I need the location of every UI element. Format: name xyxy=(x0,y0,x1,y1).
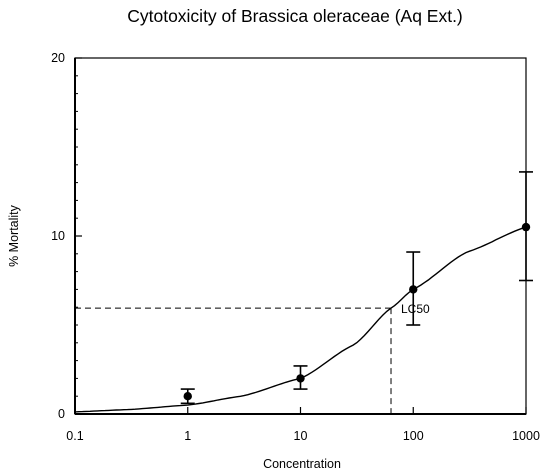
x-axis-label: Concentration xyxy=(263,457,341,471)
data-point xyxy=(293,365,308,390)
chart-title: Cytotoxicity of Brassica oleraceae (Aq E… xyxy=(127,6,463,26)
lc50-guides xyxy=(75,307,392,414)
x-tick-label: 1000 xyxy=(512,429,540,443)
data-points xyxy=(180,171,533,405)
data-point xyxy=(180,388,195,405)
y-tick-label: 10 xyxy=(51,229,65,243)
point-marker xyxy=(409,285,418,294)
data-point xyxy=(519,171,533,282)
annotations: LC50 xyxy=(401,302,430,316)
y-tick-label: 20 xyxy=(51,51,65,65)
plot-frame xyxy=(74,57,527,415)
x-tick-label: 100 xyxy=(403,429,424,443)
x-tick-label: 0.1 xyxy=(66,429,83,443)
point-marker xyxy=(183,392,192,401)
axis-ticks: 0.1 1 10 100 1000 0 10 20 xyxy=(51,51,540,443)
x-tick-label: 10 xyxy=(294,429,308,443)
data-point xyxy=(406,251,421,326)
x-tick-label: 1 xyxy=(184,429,191,443)
lc50-label: LC50 xyxy=(401,302,430,316)
y-tick-label: 0 xyxy=(58,407,65,421)
point-marker xyxy=(521,222,531,232)
point-marker xyxy=(296,374,305,383)
y-axis-label: % Mortality xyxy=(7,204,21,267)
